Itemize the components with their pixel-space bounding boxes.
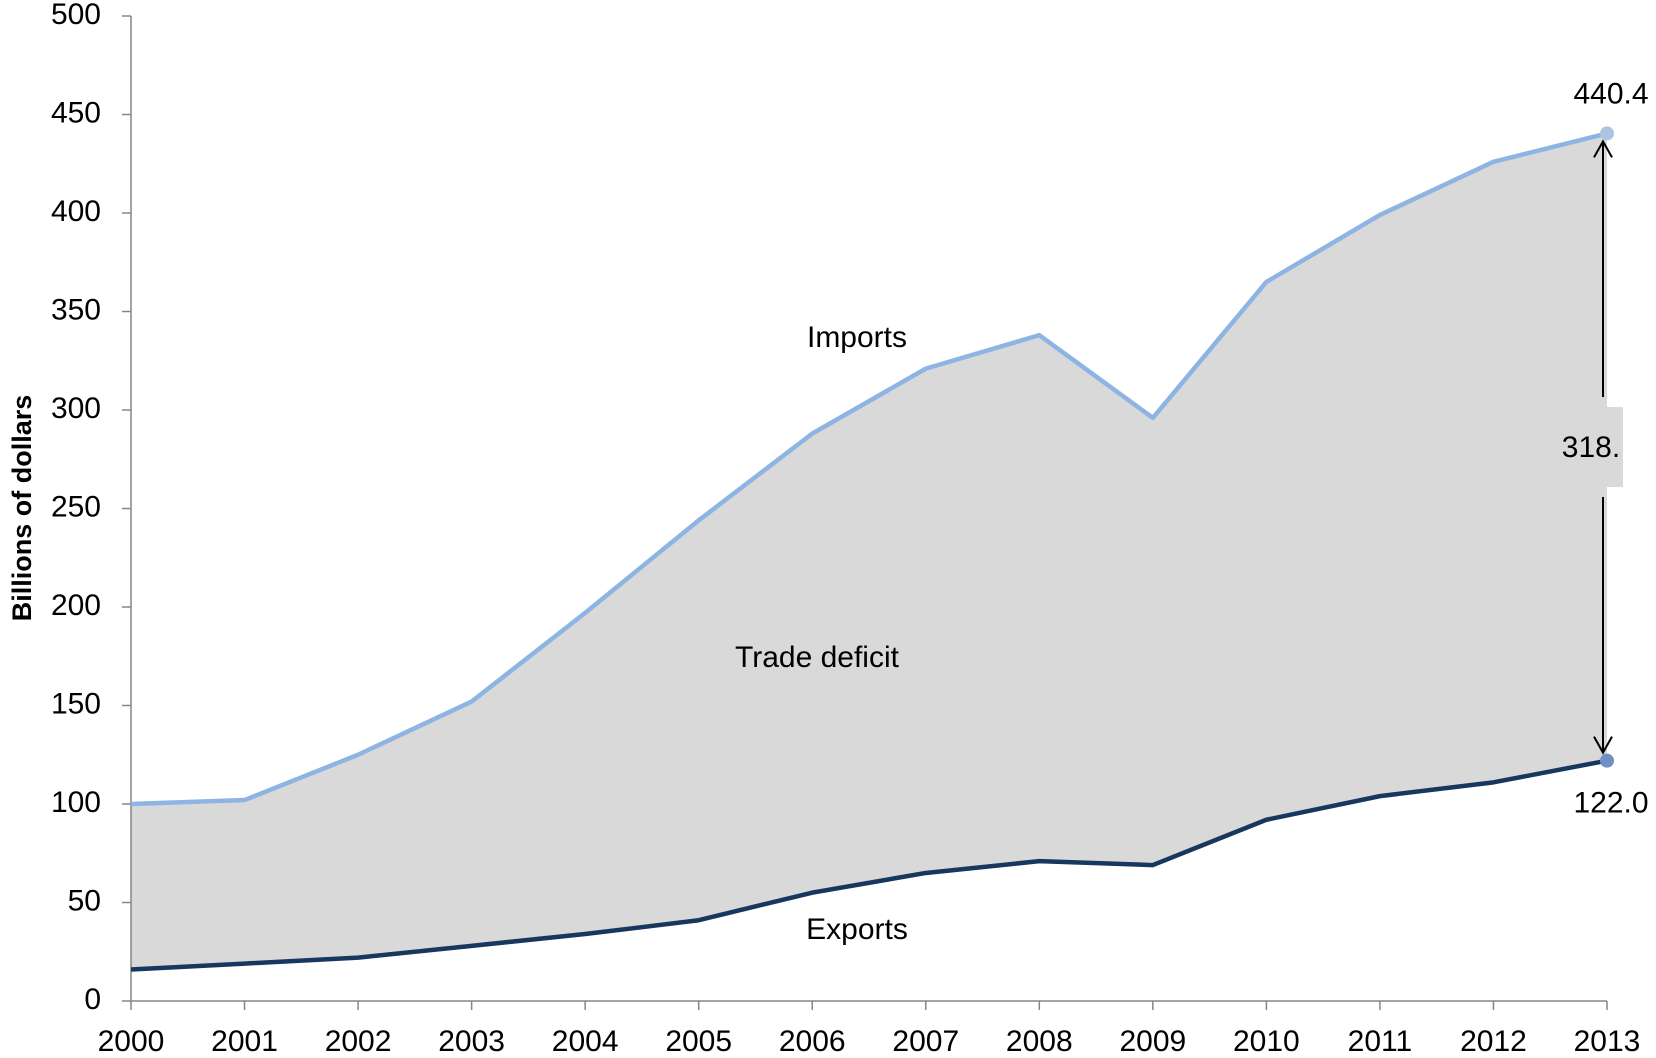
x-tick-label: 2010	[1233, 1025, 1300, 1058]
y-tick-label: 500	[51, 0, 101, 31]
y-tick-label: 0	[84, 983, 101, 1016]
y-tick-label: 50	[68, 884, 101, 917]
y-tick-label: 300	[51, 392, 101, 425]
value-label: 440.4	[1573, 77, 1648, 110]
series-line	[130, 758, 1608, 972]
x-tick-label: 2003	[438, 1025, 505, 1058]
y-tick-label: 250	[51, 490, 101, 523]
label-box	[1543, 407, 1623, 488]
x-tick-label: 2009	[1119, 1025, 1186, 1058]
x-tick-label: 2004	[552, 1025, 619, 1058]
y-tick-label: 450	[51, 96, 101, 129]
y-tick-label: 400	[51, 195, 101, 228]
x-tick-label: 2006	[779, 1025, 846, 1058]
y-tick-label: 350	[51, 293, 101, 326]
arrow-head	[1593, 736, 1613, 755]
end-marker	[1600, 753, 1614, 768]
x-tick-label: 2007	[892, 1025, 959, 1058]
x-tick-label: 2000	[98, 1025, 165, 1058]
y-tick-label: 200	[51, 589, 101, 622]
x-tick-label: 2013	[1574, 1025, 1641, 1058]
series-label: Imports	[807, 321, 907, 354]
x-tick-label: 2002	[325, 1025, 392, 1058]
annotation: 318.	[1562, 431, 1620, 464]
arrow-head	[1593, 139, 1613, 158]
annotation: Trade deficit	[735, 641, 900, 674]
series-label: Exports	[806, 913, 908, 946]
x-tick-label: 2012	[1460, 1025, 1527, 1058]
y-tick-label: 100	[51, 786, 101, 819]
end-marker	[1600, 126, 1614, 141]
x-tick-label: 2011	[1348, 1025, 1413, 1058]
value-label: 122.0	[1573, 787, 1648, 820]
x-tick-label: 2008	[1006, 1025, 1073, 1058]
x-tick-label: 2001	[211, 1025, 278, 1058]
x-tick-label: 2005	[665, 1025, 732, 1058]
y-tick-label: 150	[51, 687, 101, 720]
y-axis-label: Billions of dollars	[7, 395, 37, 622]
series-line	[130, 131, 1608, 807]
deficit-area	[131, 133, 1607, 970]
